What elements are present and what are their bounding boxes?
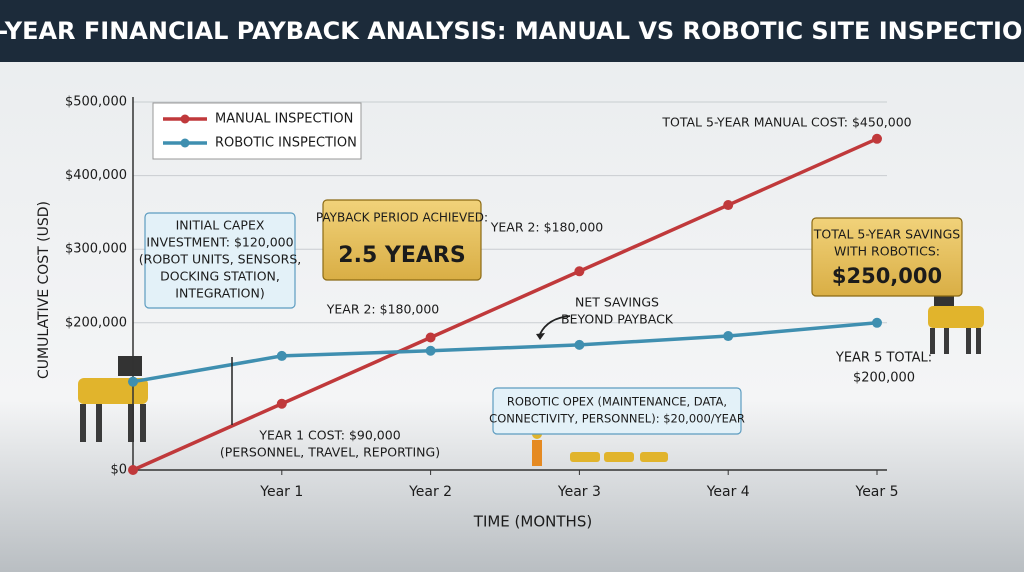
annotation-box xyxy=(144,212,296,309)
y-axis-label: CUMULATIVE COST (USD) xyxy=(36,201,52,379)
legend-swatch-dot xyxy=(180,114,190,124)
x-tick-label: Year 2 xyxy=(408,484,452,500)
y-tick-label: $400,000 xyxy=(65,168,127,183)
x-tick-label: Year 5 xyxy=(855,484,899,500)
annotation-text: DOCKING STATION, xyxy=(160,269,280,284)
annotation-text: ROBOTIC OPEX (MAINTENANCE, DATA, xyxy=(507,395,727,409)
annotation-headline: 2.5 YEARS xyxy=(338,243,465,268)
data-point xyxy=(872,133,882,144)
data-point xyxy=(276,350,287,361)
annotation: NET SAVINGS BEYOND PAYBACK xyxy=(561,295,674,327)
chart-title: 5-YEAR FINANCIAL PAYBACK ANALYSIS: MANUA… xyxy=(0,17,1024,45)
data-point xyxy=(574,266,585,277)
data-point xyxy=(128,465,138,475)
data-point xyxy=(128,376,138,387)
x-axis-label: TIME (MONTHS) xyxy=(473,513,592,531)
annotation: PAYBACK PERIOD ACHIEVED: 2.5 YEARS xyxy=(316,199,488,281)
annotation-headline: $250,000 xyxy=(832,264,942,288)
y-tick-label: $500,000 xyxy=(65,95,127,110)
data-point xyxy=(723,200,734,211)
annotation-text: TOTAL 5-YEAR MANUAL COST: $450,000 xyxy=(661,115,911,130)
legend-label: MANUAL INSPECTION xyxy=(215,112,353,127)
data-point xyxy=(574,339,585,350)
data-point xyxy=(276,398,287,409)
annotation-text: YEAR 1 COST: $90,000 xyxy=(258,428,400,443)
legend: MANUAL INSPECTION ROBOTIC INSPECTION xyxy=(152,102,362,160)
annotation-text: YEAR 5 TOTAL: xyxy=(835,351,932,366)
annotation-text: INTEGRATION) xyxy=(175,286,264,301)
data-point xyxy=(723,331,734,342)
annotation-text: CONNECTIVITY, PERSONNEL): $20,000/YEAR xyxy=(489,412,745,426)
annotation-arrow xyxy=(536,333,545,340)
annotation-box xyxy=(322,199,482,281)
annotation-text: TOTAL 5-YEAR SAVINGS xyxy=(813,227,961,242)
annotation-text: $200,000 xyxy=(853,371,915,386)
annotation: YEAR 2: $180,000 xyxy=(326,302,440,317)
legend-swatch-dot xyxy=(180,138,190,148)
annotation-text: (ROBOT UNITS, SENSORS, xyxy=(139,252,301,267)
title-band xyxy=(0,0,1024,62)
annotation-text: INITIAL CAPEX xyxy=(176,218,265,233)
annotation: YEAR 5 TOTAL: $200,000 xyxy=(835,351,932,386)
annotation: INITIAL CAPEX INVESTMENT: $120,000 (ROBOT … xyxy=(139,212,301,309)
annotation-text: BEYOND PAYBACK xyxy=(561,312,674,327)
annotation-text: YEAR 2: $180,000 xyxy=(326,302,440,317)
annotation-text: PAYBACK PERIOD ACHIEVED: xyxy=(316,211,488,225)
annotation-text: YEAR 2: $180,000 xyxy=(490,220,604,235)
annotation: YEAR 2: $180,000 xyxy=(490,220,604,235)
data-point xyxy=(425,345,436,356)
annotation-text: NET SAVINGS xyxy=(575,295,659,310)
series-line xyxy=(132,137,878,472)
annotation-text: WITH ROBOTICS: xyxy=(834,244,940,259)
y-tick-label: $0 xyxy=(110,463,127,478)
x-tick-label: Year 3 xyxy=(557,484,601,500)
annotation-arrow xyxy=(539,315,571,335)
legend-label: ROBOTIC INSPECTION xyxy=(215,136,357,151)
annotation-text: INVESTMENT: $120,000 xyxy=(146,235,293,250)
annotation: TOTAL 5-YEAR MANUAL COST: $450,000 xyxy=(661,115,911,130)
annotation-box xyxy=(811,217,963,297)
annotation-text: (PERSONNEL, TRAVEL, REPORTING) xyxy=(220,445,440,460)
annotation-box xyxy=(492,387,742,435)
annotation: TOTAL 5-YEAR SAVINGS WITH ROBOTICS: $250,0… xyxy=(811,217,963,297)
y-tick-label: $200,000 xyxy=(65,315,127,330)
x-tick-label: Year 1 xyxy=(259,484,303,500)
series-line xyxy=(132,321,878,384)
annotation: ROBOTIC OPEX (MAINTENANCE, DATA, CONNECTI… xyxy=(489,387,745,435)
y-tick-label: $300,000 xyxy=(65,242,127,257)
data-point xyxy=(872,317,882,328)
data-point xyxy=(425,332,436,343)
legend-box xyxy=(152,102,362,160)
annotation: YEAR 1 COST: $90,000 (PERSONNEL, TRAVEL, … xyxy=(220,428,440,460)
x-tick-label: Year 4 xyxy=(706,484,750,500)
